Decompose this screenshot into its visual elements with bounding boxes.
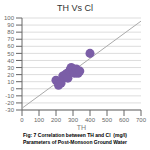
svg-text:100: 100 bbox=[8, 15, 15, 21]
svg-text:0: 0 bbox=[11, 86, 15, 92]
svg-text:0: 0 bbox=[20, 117, 24, 123]
html-text:Fig: 7 Correlation between TH: Fig: 7 Correlation between TH and Cl (mg… bbox=[23, 132, 127, 138]
svg-text:60: 60 bbox=[8, 43, 15, 49]
html-text:TH Vs Cl: TH Vs Cl bbox=[57, 3, 93, 13]
svg-text:-10: -10 bbox=[8, 93, 15, 99]
svg-text:90: 90 bbox=[8, 22, 15, 28]
svg-text:-30: -30 bbox=[8, 107, 15, 113]
svg-text:300: 300 bbox=[68, 117, 79, 123]
svg-text:TH: TH bbox=[77, 124, 86, 130]
svg-text:70: 70 bbox=[8, 36, 15, 42]
svg-text:500: 500 bbox=[102, 117, 113, 123]
svg-text:-20: -20 bbox=[8, 100, 15, 106]
svg-text:40: 40 bbox=[8, 58, 15, 64]
svg-text:700: 700 bbox=[136, 117, 142, 123]
svg-text:30: 30 bbox=[8, 65, 15, 71]
svg-text:20: 20 bbox=[8, 72, 15, 78]
svg-text:200: 200 bbox=[51, 117, 62, 123]
svg-text:100: 100 bbox=[34, 117, 45, 123]
svg-text:80: 80 bbox=[8, 29, 15, 35]
svg-text:10: 10 bbox=[8, 79, 15, 85]
svg-text:600: 600 bbox=[119, 117, 130, 123]
svg-text:400: 400 bbox=[85, 117, 96, 123]
svg-text:50: 50 bbox=[8, 51, 15, 57]
html-text:Parameters of Post-Monsoon Gro: Parameters of Post-Monsoon Ground Water bbox=[23, 139, 127, 145]
